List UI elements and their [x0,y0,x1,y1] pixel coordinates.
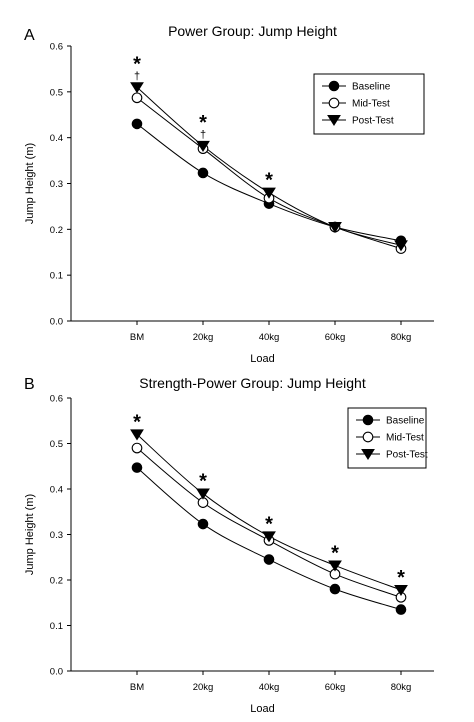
data-point-post-test [130,82,144,94]
y-tick-label: 0.6 [50,42,63,53]
y-tick-label: 0.0 [50,667,63,678]
y-axis-label: Jump Height (m) [24,143,36,224]
data-point-post-test [394,585,408,597]
data-point-post-test [196,140,210,152]
legend-marker [361,449,375,461]
legend-box [347,407,427,469]
legend-label: Baseline [352,82,391,93]
data-point-baseline [263,554,275,565]
y-tick-label: 0.5 [50,87,63,98]
chart-title: Strength-Power Group: Jump Height [139,375,366,391]
legend-label: Mid-Test [352,99,390,110]
significance-star: * [397,567,405,589]
significance-star: * [199,471,207,493]
data-point-post-test [196,488,210,500]
y-tick-label: 0.4 [50,133,63,144]
x-tick-label: 60kg [325,682,346,693]
significance-star: * [265,170,273,192]
significance-star: * [331,542,339,564]
data-point-mid-test [131,92,143,104]
data-point-post-test [328,560,342,572]
significance-star: * [265,513,273,535]
legend: Baseline Mid-Test Post-Test [313,73,425,135]
data-point-post-test [130,429,144,441]
legend-marker [328,97,340,109]
x-tick-label: BM [130,682,144,693]
legend-label: Mid-Test [386,433,424,444]
panel-letter: A [24,27,35,44]
y-tick-label: 0.5 [50,439,63,450]
data-point-mid-test [131,442,143,454]
data-point-baseline [197,518,209,530]
legend-label: Post-Test [352,116,394,127]
data-point-post-test [262,531,276,543]
x-tick-label: 40kg [259,682,280,693]
significance-star: * [133,53,141,75]
y-tick-label: 0.1 [50,271,63,282]
x-tick-label: 80kg [391,332,412,343]
legend-label: Post-Test [386,450,428,461]
y-tick-label: 0.1 [50,621,63,632]
x-axis-label: Load [250,353,274,365]
legend-marker [362,414,374,426]
y-tick-label: 0.2 [50,576,63,587]
x-tick-label: 20kg [193,332,214,343]
significance-star: * [133,411,141,433]
x-axis-label: Load [250,703,274,715]
data-point-post-test [328,222,342,234]
y-tick-label: 0.2 [50,225,63,236]
significance-dagger: † [200,129,206,141]
data-point-baseline [131,462,143,473]
significance-dagger: † [134,70,140,82]
chart-panel-b: B Strength-Power Group: Jump Height 0.0 0.1… [24,375,434,715]
x-tick-label: 40kg [259,332,280,343]
legend-marker [328,80,340,92]
y-tick-label: 0.3 [50,179,63,190]
x-tick-label: 80kg [391,682,412,693]
data-point-post-test [262,187,276,199]
significance-star: * [199,112,207,134]
chart-panel-a: A Power Group: Jump Height 0.0 0.1 0.2 0.3 0.4… [24,23,434,365]
data-point-baseline [329,583,341,595]
y-tick-label: 0.6 [50,394,63,405]
y-axis-label: Jump Height (m) [24,494,36,575]
chart-title: Power Group: Jump Height [168,23,337,39]
legend-marker [362,431,374,443]
data-point-post-test [394,240,408,252]
x-tick-label: 60kg [325,332,346,343]
legend-marker [327,115,341,127]
data-point-baseline [395,604,407,615]
data-point-baseline [131,118,143,130]
x-tick-label: 20kg [193,682,214,693]
panel-letter: B [24,376,35,393]
legend-label: Baseline [386,416,425,427]
y-tick-label: 0.4 [50,485,63,496]
legend: Baseline Mid-Test Post-Test [347,407,428,469]
y-tick-label: 0.0 [50,317,63,328]
y-tick-label: 0.3 [50,530,63,541]
x-tick-label: BM [130,332,144,343]
data-point-baseline [197,167,209,179]
